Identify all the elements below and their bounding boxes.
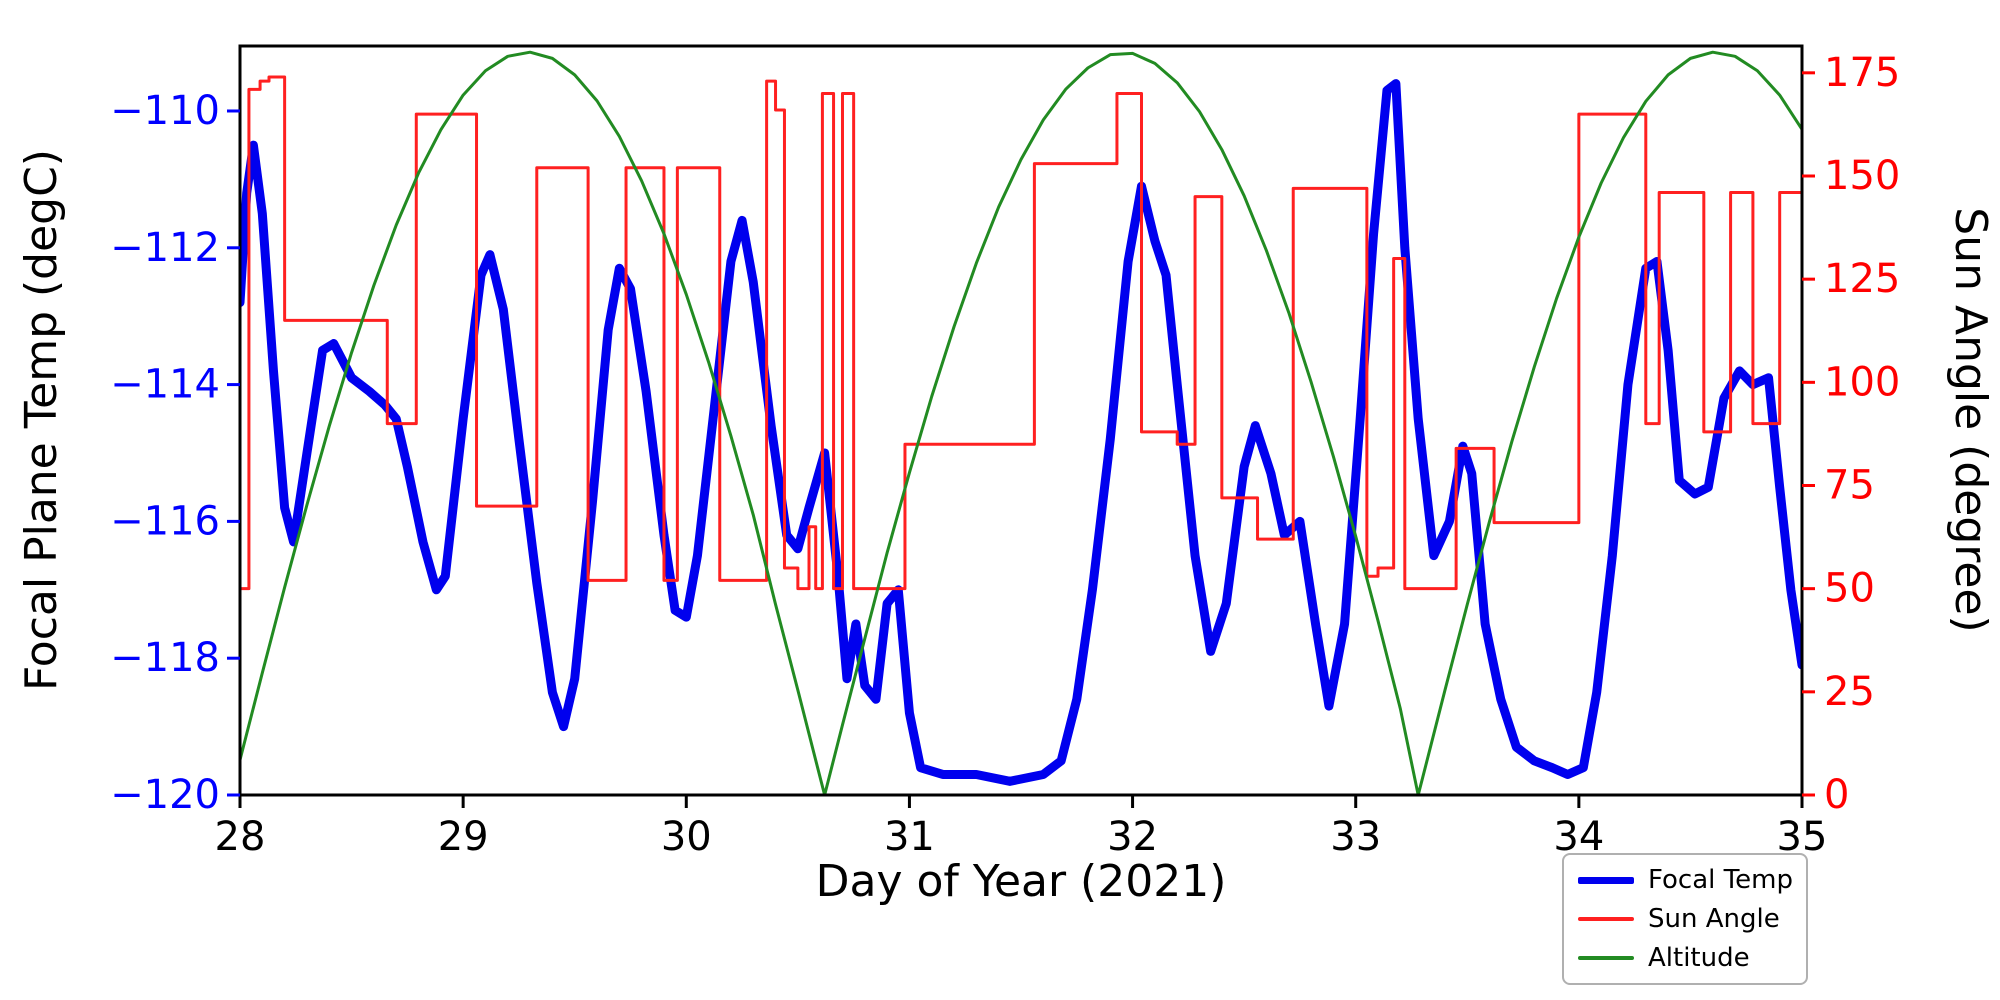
x-tick-label: 32 <box>1107 814 1158 860</box>
left-y-tick-label: −118 <box>110 635 220 681</box>
series-line-altitude <box>240 50 1802 795</box>
legend: Focal Temp Sun Angle Altitude <box>1562 853 1808 985</box>
x-tick-label: 34 <box>1553 814 1604 860</box>
x-axis-label: Day of Year (2021) <box>816 856 1227 907</box>
right-y-tick-label: 175 <box>1824 50 1900 96</box>
x-tick-label: 35 <box>1777 814 1828 860</box>
x-tick-label: 29 <box>438 814 489 860</box>
legend-label: Sun Angle <box>1648 904 1780 934</box>
right-y-tick-label: 50 <box>1824 566 1875 612</box>
right-y-tick-label: 125 <box>1824 256 1900 302</box>
right-y-tick-label: 150 <box>1824 153 1900 199</box>
right-y-tick-label: 75 <box>1824 462 1875 508</box>
x-tick-label: 33 <box>1330 814 1381 860</box>
right-y-axis-label: Sun Angle (degree) <box>1945 207 1996 632</box>
left-y-tick-label: −114 <box>110 362 220 408</box>
right-y-tick-label: 100 <box>1824 359 1900 405</box>
series-layer <box>240 50 1802 795</box>
legend-line-swatch <box>1578 917 1634 921</box>
x-tick-label: 31 <box>884 814 935 860</box>
axes-spines <box>238 44 1804 797</box>
legend-item-altitude: Altitude <box>1578 943 1790 973</box>
left-y-tick-label: −110 <box>110 88 220 134</box>
legend-item-focal-temp: Focal Temp <box>1578 865 1793 895</box>
legend-line-swatch <box>1578 956 1634 960</box>
legend-label: Focal Temp <box>1648 865 1793 895</box>
legend-item-sun-angle: Sun Angle <box>1578 904 1790 934</box>
legend-line-swatch <box>1578 876 1634 884</box>
right-y-tick-label: 0 <box>1824 772 1849 818</box>
x-tick-label: 30 <box>661 814 712 860</box>
left-y-tick-label: −112 <box>110 225 220 271</box>
legend-label: Altitude <box>1648 943 1750 973</box>
right-y-tick-label: 25 <box>1824 669 1875 715</box>
axes-layer: 28 29 30 31 32 33 34 35 −110 −112 −114 −116 −118 −120… <box>110 44 1900 860</box>
series-line-focal-temp <box>240 79 1802 786</box>
left-y-axis-label: Focal Plane Temp (degC) <box>16 149 67 691</box>
left-y-tick-label: −120 <box>110 772 220 818</box>
x-tick-label: 28 <box>215 814 266 860</box>
left-y-tick-label: −116 <box>110 498 220 544</box>
